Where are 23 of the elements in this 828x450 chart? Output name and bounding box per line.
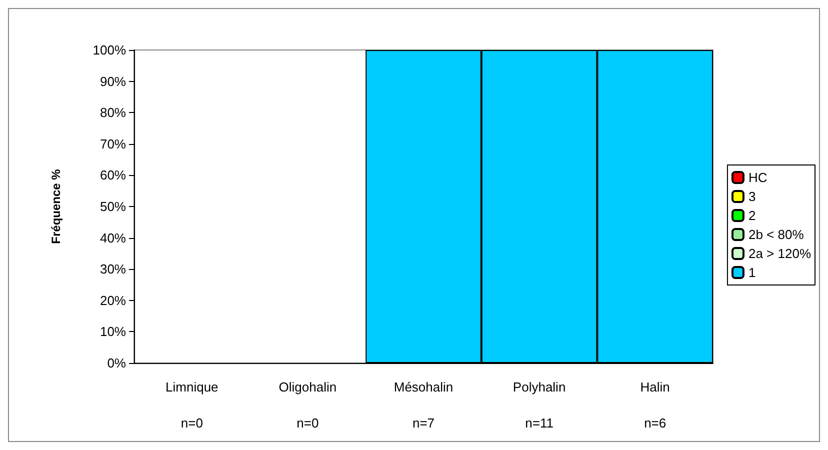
y-tick-label: 30% bbox=[100, 262, 126, 277]
y-axis-title: Fréquence % bbox=[49, 168, 63, 244]
y-tick-label: 0% bbox=[107, 356, 126, 370]
y-tick-label: 40% bbox=[100, 230, 126, 246]
y-tick-label: 80% bbox=[100, 105, 126, 120]
y-tick-label: 10% bbox=[100, 324, 126, 340]
y-tick-label: 50% bbox=[100, 199, 126, 214]
y-tick-label: 100% bbox=[92, 42, 126, 58]
legend-label: 2a > 120% bbox=[748, 246, 812, 261]
y-tick-label: 70% bbox=[100, 136, 126, 152]
category-label: Halin n=6 bbox=[640, 380, 670, 430]
legend-label: 3 bbox=[748, 189, 756, 204]
category-label: Limnique n=0 bbox=[166, 380, 218, 430]
legend-label: HC bbox=[748, 170, 768, 185]
category-label: Mésohalin n=7 bbox=[394, 380, 454, 430]
y-tick-label: 60% bbox=[100, 168, 126, 183]
legend-label: 2b < 80% bbox=[748, 227, 804, 242]
category-label: Polyhalin n=11 bbox=[512, 380, 566, 430]
y-tick-label: 90% bbox=[100, 74, 126, 89]
category-label: Oligohalin n=0 bbox=[278, 380, 337, 430]
legend-label: 2 bbox=[748, 208, 756, 223]
y-tick-label: 20% bbox=[100, 292, 126, 308]
legend-label: 1 bbox=[748, 265, 756, 280]
